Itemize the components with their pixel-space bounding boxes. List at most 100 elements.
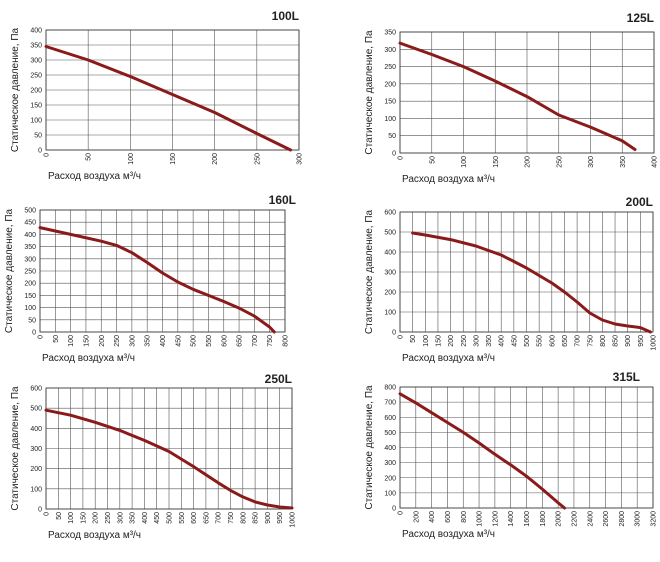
y-tick-label: 450 [24,220,36,227]
y-tick-label: 150 [384,99,396,106]
y-tick-label: 200 [30,88,42,95]
x-tick-label: 150 [493,156,500,168]
plot-frame [39,209,286,333]
chart-315l: 0 200 400 600 800 1000 1200 1400 1600 1800 2000 220… [364,370,658,540]
y-tick-label: 100 [384,116,396,123]
x-tick-label: 850 [253,512,260,524]
y-tick-label: 500 [384,430,396,437]
x-tick-label: 0 [44,153,51,157]
x-tick-label: 0 [398,511,405,515]
y-tick-label: 400 [30,426,42,433]
x-tick-label: 0 [398,335,405,339]
x-tick-label: 2600 [603,511,610,527]
pressure-curve [398,392,566,510]
x-tick-label: 700 [575,335,582,347]
y-tick-label: 100 [30,118,42,125]
y-tick-label: 400 [30,28,42,35]
x-tick-label: 150 [435,335,442,347]
x-axis-label: Расход воздуха м³/ч [48,530,141,541]
y-tick-label: 0 [32,330,36,337]
x-tick-label: 2400 [587,511,594,527]
y-tick-label: 200 [30,466,42,473]
x-tick-label: 550 [206,335,213,347]
x-tick-label: 250 [254,153,261,165]
chart-title: 250L [265,372,292,386]
y-tick-label: 300 [384,270,396,277]
x-tick-label: 300 [129,335,136,347]
x-tick-label: 1200 [492,511,499,527]
x-tick-label: 100 [423,335,430,347]
y-tick-label: 400 [24,232,36,239]
y-axis-label: Статическое давление, Па [10,27,21,152]
x-tick-label: 750 [267,335,274,347]
x-tick-label: 350 [620,156,627,168]
y-axis-label: Статическое давление, Па [364,209,375,334]
chart-title: 100L [272,9,299,23]
x-tick-label: 600 [445,511,452,523]
x-tick-label: 2000 [556,511,563,527]
x-tick-label: 1000 [477,511,484,527]
x-tick-label: 650 [203,512,210,524]
x-axis-label: Расход воздуха м³/ч [42,353,135,364]
chart-125l: 0 50 100 150 200 250 300 350 400 0 50 100 150 200 250 3… [364,11,659,185]
pressure-curve [398,41,637,151]
y-tick-label: 800 [384,385,396,392]
y-tick-label: 350 [24,244,36,251]
x-tick-label: 600 [191,512,198,524]
x-tick-label: 400 [142,512,149,524]
chart-title: 125L [627,11,654,25]
y-tick-label: 400 [384,250,396,257]
x-tick-label: 450 [511,335,518,347]
x-tick-label: 400 [499,335,506,347]
y-tick-label: 0 [38,148,42,155]
x-tick-label: 0 [44,512,51,516]
y-tick-label: 100 [24,305,36,312]
y-tick-label: 300 [30,446,42,453]
x-tick-label: 2800 [619,511,626,527]
y-tick-label: 0 [392,151,396,158]
y-tick-label: 350 [30,43,42,50]
y-tick-label: 350 [384,30,396,37]
y-tick-label: 50 [28,317,36,324]
x-tick-label: 3000 [635,511,642,527]
y-tick-label: 500 [384,230,396,237]
y-tick-label: 300 [384,47,396,54]
pressure-curve [44,45,293,152]
x-tick-label: 450 [154,512,161,524]
chart-100l: 0 50 100 150 200 250 300 0 50 100 150 200 250 300 350 4… [10,9,304,182]
x-tick-label: 450 [175,335,182,347]
y-tick-label: 200 [384,81,396,88]
x-tick-label: 250 [556,156,563,168]
y-tick-label: 200 [24,281,36,288]
x-tick-label: 500 [167,512,174,524]
x-tick-label: 50 [410,335,417,343]
x-tick-label: 800 [240,512,247,524]
x-tick-label: 200 [212,153,219,165]
y-tick-label: 400 [384,445,396,452]
plot-frame [399,386,654,509]
x-tick-label: 1000 [290,512,297,528]
pressure-curve [411,231,652,334]
x-tick-label: 300 [588,156,595,168]
y-axis-label: Статическое давление, Па [364,30,375,155]
y-axis-label: Статическое давление, Па [10,386,21,511]
x-tick-label: 800 [600,335,607,347]
y-axis-label: Статическое давление, Па [364,385,375,510]
x-tick-label: 900 [265,512,272,524]
x-tick-label: 750 [228,512,235,524]
x-tick-label: 50 [429,156,436,164]
plot-frame [45,29,300,151]
x-tick-label: 200 [413,511,420,523]
x-axis-label: Расход воздуха м³/ч [402,174,495,185]
y-tick-label: 50 [388,133,396,140]
x-tick-label: 100 [461,156,468,168]
x-tick-label: 1600 [524,511,531,527]
x-tick-label: 400 [652,156,659,168]
y-tick-label: 500 [30,406,42,413]
x-tick-label: 550 [179,512,186,524]
x-axis-label: Расход воздуха м³/ч [402,529,495,540]
x-tick-label: 1800 [540,511,547,527]
x-tick-label: 650 [562,335,569,347]
